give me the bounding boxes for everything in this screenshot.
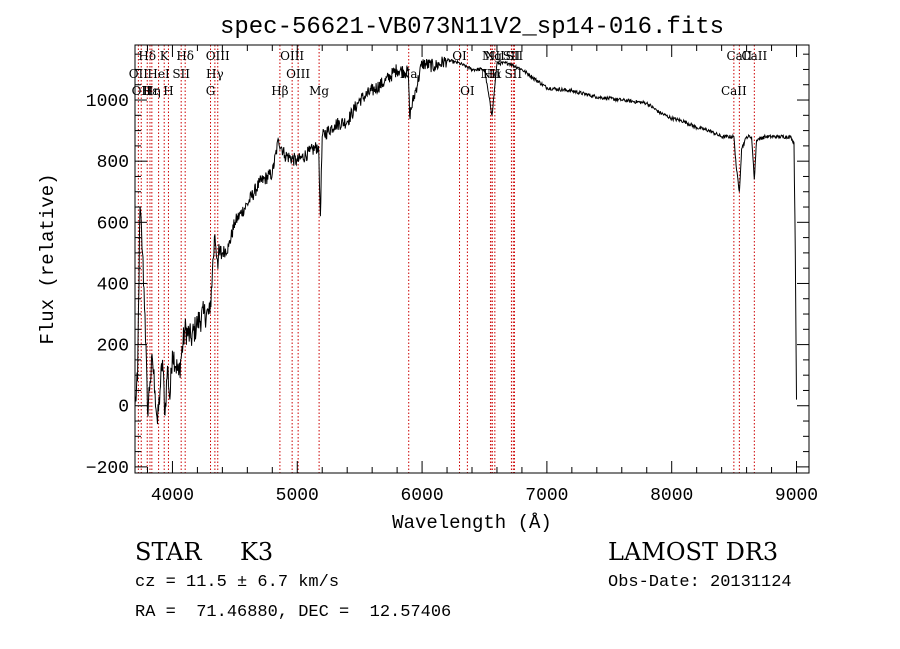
coordinates: RA = 71.46880, DEC = 12.57406 (135, 603, 452, 622)
object-type: STAR (135, 538, 202, 566)
line-marker-label: SII (506, 49, 524, 63)
line-marker-label: OI (452, 49, 467, 63)
y-tick-label: 600 (97, 214, 129, 234)
line-marker-label: K (160, 49, 170, 63)
line-marker-label: G (206, 84, 216, 98)
x-tick-label: 5000 (276, 486, 319, 506)
y-axis-ticks: −200 0 200 400 600 800 1000 (86, 53, 809, 479)
x-tick-label: 8000 (650, 486, 693, 506)
x-tick-label: 4000 (151, 486, 194, 506)
y-axis-label: Flux (relative) (37, 173, 59, 344)
x-axis-ticks: 4000 5000 6000 7000 8000 9000 (146, 45, 818, 506)
line-marker-label: H (163, 84, 173, 98)
y-tick-label: 400 (97, 275, 129, 295)
line-marker-label: Mg (309, 84, 329, 98)
x-tick-label: 7000 (525, 486, 568, 506)
line-marker-label: OIII (206, 49, 230, 63)
line-marker-label: SII (504, 67, 522, 81)
y-tick-label: −200 (86, 459, 129, 479)
line-marker-label: OII (132, 84, 152, 98)
plot-frame (134, 44, 810, 474)
line-marker-label: Hβ (271, 84, 288, 98)
y-tick-label: 200 (97, 337, 129, 357)
x-axis-label: Wavelength (Å) (392, 512, 552, 534)
spectrum-line (134, 56, 797, 425)
line-marker-label: Hγ (206, 67, 224, 81)
line-marker-label: SII (503, 49, 521, 63)
line-marker-label: OII (129, 67, 149, 81)
line-marker-label: Hε (142, 84, 159, 98)
line-marker-label: CaII (721, 84, 747, 98)
y-tick-label: 800 (97, 153, 129, 173)
line-marker-label: HeI (147, 67, 170, 81)
line-marker-label: Hα (483, 67, 502, 81)
line-marker-label: Hδ (176, 49, 194, 63)
line-marker-label: Hδ (138, 49, 156, 63)
object-subclass: K3 (240, 538, 274, 566)
line-marker-label: OI (460, 84, 475, 98)
x-tick-label: 9000 (775, 486, 818, 506)
observation-date: Obs-Date: 20131124 (608, 573, 792, 592)
y-tick-label: 0 (118, 398, 129, 418)
line-marker-label: Mg (482, 49, 502, 63)
line-marker-label: SII (172, 67, 190, 81)
x-tick-label: 6000 (400, 486, 443, 506)
chart-title: spec-56621-VB073N11V2_sp14-016.fits (220, 14, 724, 41)
line-marker-label: Hη (143, 84, 161, 98)
redshift-velocity: cz = 11.5 ± 6.7 km/s (135, 573, 340, 592)
survey-name: LAMOST DR3 (608, 538, 779, 566)
line-marker-label: NII (485, 49, 505, 63)
spectral-line-markers (137, 45, 755, 473)
y-tick-label: 1000 (86, 92, 129, 112)
line-marker-label: OIII (286, 67, 310, 81)
line-marker-label: OIII (280, 49, 304, 63)
line-marker-label: CaII (741, 49, 767, 63)
line-marker-label: CaII (726, 49, 752, 63)
